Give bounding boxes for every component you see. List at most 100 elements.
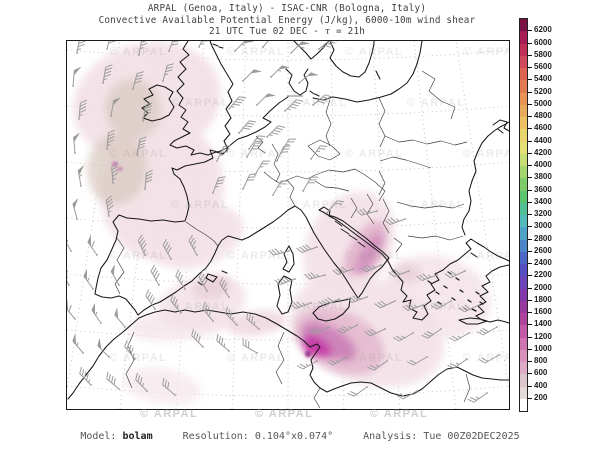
colorbar-segment — [520, 166, 527, 179]
wind-barb-station-dot — [136, 154, 138, 156]
wind-barb — [246, 311, 260, 330]
wind-barb-station-dot — [468, 332, 470, 334]
wind-barb-flag — [97, 338, 102, 350]
wind-barb — [228, 96, 247, 110]
wind-barb-station-dot — [366, 386, 368, 388]
cape-colorbar — [519, 18, 528, 412]
arpal-watermark: © ARPAL — [255, 408, 314, 420]
europe-map: © ARPAL © ARPAL © ARPAL © ARPAL © ARPAL © ARP… — [67, 41, 509, 409]
arpal-watermark: © ARPAL — [407, 97, 465, 109]
wind-barb — [262, 41, 269, 48]
wind-barb — [162, 238, 172, 260]
arpal-watermark: © ARPAL — [463, 46, 509, 58]
wind-barb — [162, 63, 175, 82]
wind-barb-station-dot — [422, 304, 424, 306]
wind-barb-flag — [72, 334, 77, 346]
wind-barb-station-dot — [70, 250, 72, 252]
wind-barb-station-dot — [412, 332, 414, 334]
wind-barb-station-dot — [436, 274, 438, 276]
wind-barb-station-dot — [328, 326, 330, 328]
meridian-line — [67, 41, 121, 392]
wind-barb-flag — [306, 72, 318, 77]
wind-barb — [142, 102, 153, 122]
wind-barb-station-dot — [450, 300, 452, 302]
wind-barb — [374, 300, 396, 309]
arpal-watermark: © ARPAL — [171, 199, 229, 211]
wind-barb-flag — [87, 235, 92, 247]
colorbar-tick — [528, 91, 532, 93]
colorbar-value-label: 1400 — [534, 319, 552, 329]
cape-region — [393, 263, 421, 283]
meridian-line — [413, 41, 457, 409]
wind-barb-station-dot — [74, 152, 76, 154]
wind-barb — [242, 338, 258, 354]
colorbar-segment — [520, 276, 527, 289]
arpal-watermark: © ARPAL — [345, 352, 403, 364]
coast-norway — [293, 41, 330, 60]
colorbar-value-label: 5000 — [534, 98, 552, 108]
coast-orkney — [212, 43, 224, 49]
wind-barb-station-dot — [106, 148, 108, 150]
wind-barb-flag — [83, 269, 88, 281]
wind-barb — [136, 136, 147, 156]
arpal-watermark: © ARPAL — [289, 301, 347, 313]
wind-barb — [421, 328, 442, 339]
colorbar-value-label: 3800 — [534, 172, 552, 182]
wind-barb-station-dot — [266, 136, 268, 138]
wind-barb-station-dot — [280, 152, 282, 154]
wind-barb — [402, 303, 424, 311]
wind-barb — [364, 328, 386, 337]
model-info: Model: bolam — [80, 431, 152, 442]
wind-barb — [67, 239, 72, 252]
wind-barb — [458, 304, 480, 313]
colorbar-tick — [528, 42, 532, 44]
arpal-watermark: © ARPAL — [345, 250, 403, 262]
wind-barb-station-dot — [478, 304, 480, 306]
wind-barb — [332, 266, 354, 275]
arpal-watermark: © ARPAL — [289, 199, 347, 211]
wind-barb — [242, 173, 257, 190]
cape-region — [302, 191, 396, 301]
wind-barb — [202, 302, 214, 322]
colorbar-tick — [528, 397, 532, 399]
wind-barb — [76, 41, 86, 54]
wind-barb-station-dot — [212, 320, 214, 322]
wind-barb — [347, 386, 368, 397]
arpal-watermark: © ARPAL — [109, 148, 167, 160]
wind-barb-flag — [77, 165, 84, 177]
colorbar-segment — [520, 178, 527, 191]
wind-barb-station-dot — [416, 390, 418, 392]
cape-region — [86, 133, 148, 205]
colorbar-tick — [528, 177, 532, 179]
wind-barb-station-dot — [108, 356, 110, 358]
border-ukraine — [384, 70, 468, 146]
wind-barb — [135, 372, 148, 392]
wind-barb — [102, 64, 113, 84]
wind-barb — [467, 392, 488, 403]
wind-barb-station-dot — [82, 352, 84, 354]
wind-barb — [111, 162, 119, 184]
wind-barb — [105, 195, 114, 217]
wind-barb-station-dot — [426, 356, 428, 358]
colorbar-segment — [520, 55, 527, 68]
colorbar-tick — [528, 312, 532, 313]
wind-barb-station-dot — [246, 156, 248, 158]
arpal-watermark: © ARPAL — [227, 352, 285, 364]
colorbar-segment — [520, 264, 527, 277]
coast-sweden — [329, 41, 381, 80]
wind-barb — [276, 145, 291, 162]
wind-barb — [430, 300, 452, 310]
wind-barb-station-dot — [96, 254, 98, 256]
colorbar-tick — [528, 324, 532, 326]
wind-barb — [388, 269, 410, 277]
meridian-line — [455, 41, 509, 392]
colorbar-value-label: 5200 — [534, 86, 552, 96]
arpal-watermark: © ARPAL — [140, 408, 199, 420]
wind-barb-station-dot — [72, 85, 74, 87]
border-poland-east — [378, 97, 386, 148]
wind-barb-station-dot — [256, 104, 258, 106]
wind-barb-station-dot — [254, 174, 256, 176]
arpal-watermark: © ARPAL — [109, 352, 167, 364]
wind-barb-station-dot — [316, 360, 318, 362]
wind-barb — [296, 244, 318, 253]
